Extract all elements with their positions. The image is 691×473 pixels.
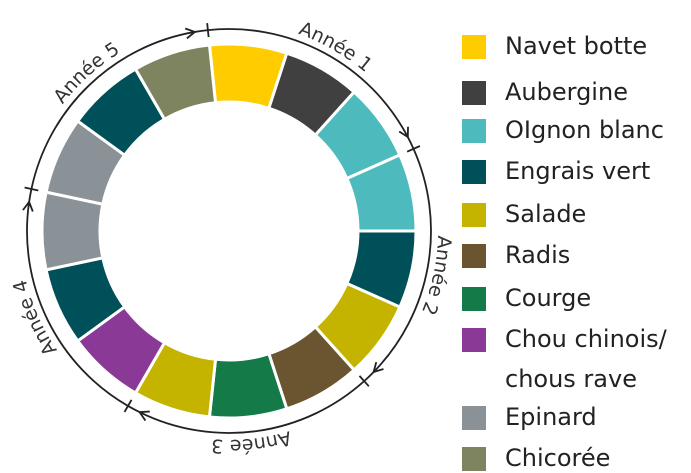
year-arc (406, 135, 415, 150)
year-arc (207, 28, 409, 139)
legend-label: Epinard (505, 403, 597, 431)
legend-label: Chicorée (505, 444, 610, 472)
legend-swatch (462, 406, 486, 430)
legend-swatch (462, 447, 486, 471)
year-label-text: Année 2 (417, 235, 455, 318)
legend-label: chous rave (505, 365, 637, 393)
year-arc (22, 200, 129, 407)
legend-swatch (462, 287, 486, 311)
year-tick (406, 145, 421, 153)
ring-segment (40, 190, 105, 272)
legend-label: Courge (505, 284, 591, 312)
legend-label: Radis (505, 241, 570, 269)
year-arc (30, 27, 197, 190)
legend-label: Salade (505, 200, 586, 228)
legend-swatch (462, 328, 486, 352)
year-tick (358, 375, 370, 387)
year-arc (372, 148, 432, 374)
legend-swatch (462, 244, 486, 268)
year-arc (193, 29, 208, 33)
year-tick (123, 399, 133, 413)
legend-swatch (462, 35, 486, 59)
year-tick (24, 186, 39, 192)
year-label: Année 2 (417, 235, 455, 318)
legend-swatch (462, 160, 486, 184)
year-arc (137, 380, 365, 434)
ring-segment (133, 43, 218, 122)
legend-label: Chou chinois/ (505, 325, 668, 353)
legend-label: Engrais vert (505, 157, 650, 185)
legend-swatch (462, 119, 486, 143)
year-arc (127, 405, 141, 414)
legend-label: Aubergine (505, 78, 628, 106)
year-arc (363, 370, 375, 382)
legend-label: OIgnon blanc (505, 116, 664, 144)
legend-swatch (462, 81, 486, 105)
legend-swatch (462, 203, 486, 227)
year-arc (28, 188, 33, 204)
legend-label: Navet botte (505, 32, 647, 60)
